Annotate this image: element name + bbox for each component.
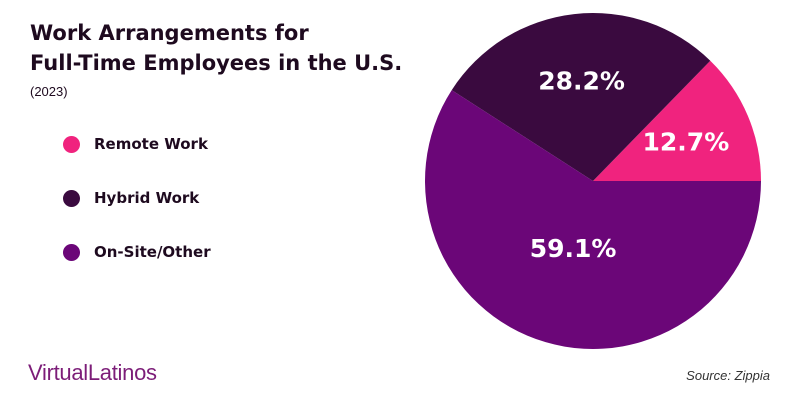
chart-title-line-1: Work Arrangements for — [30, 21, 309, 45]
logo-text-latinos: Latinos — [87, 360, 157, 385]
legend-item-remote-work: Remote Work — [63, 130, 211, 158]
source-note: Source: Zippia — [686, 368, 770, 383]
legend-item-hybrid-work: Hybrid Work — [63, 184, 211, 212]
logo-text-virtual: Virtual — [28, 360, 88, 385]
chart-title: Work Arrangements for Full-Time Employee… — [30, 18, 410, 78]
chart-legend: Remote Work Hybrid Work On-Site/Other — [63, 130, 211, 292]
pie-label-hybrid-work: 28.2% — [538, 66, 625, 95]
virtual-latinos-logo: VirtualLatinos — [28, 360, 157, 386]
pie-slices — [424, 12, 761, 350]
pie-labels: 12.7% 28.2% 59.1% — [530, 66, 730, 263]
chart-title-line-2: Full-Time Employees in the U.S. — [30, 51, 403, 75]
legend-swatch-hybrid-work — [63, 189, 80, 207]
legend-swatch-on-site-other — [63, 243, 80, 261]
pie-slice-remote-work — [593, 60, 761, 181]
pie-slice-on-site-other — [424, 90, 761, 350]
chart-subtitle: (2023) — [30, 84, 68, 99]
legend-label-hybrid-work: Hybrid Work — [94, 189, 200, 207]
legend-label-on-site-other: On-Site/Other — [94, 243, 211, 261]
legend-swatch-remote-work — [63, 135, 80, 153]
pie-slice-hybrid-work — [451, 12, 711, 182]
pie-label-remote-work: 12.7% — [643, 127, 730, 156]
legend-item-on-site-other: On-Site/Other — [63, 238, 211, 266]
legend-label-remote-work: Remote Work — [94, 135, 208, 153]
pie-label-on-site-other: 59.1% — [530, 234, 617, 263]
